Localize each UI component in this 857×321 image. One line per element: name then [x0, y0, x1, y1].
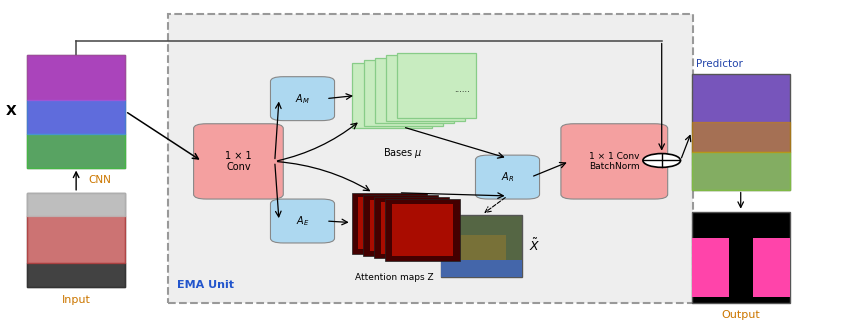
Text: Output: Output: [722, 310, 760, 320]
Bar: [374, 197, 449, 258]
Bar: [692, 238, 729, 297]
Circle shape: [643, 153, 680, 167]
Bar: [458, 235, 506, 260]
Bar: [27, 193, 125, 287]
FancyBboxPatch shape: [168, 14, 693, 303]
Bar: [27, 55, 125, 168]
Text: $A_E$: $A_E$: [296, 214, 309, 228]
Bar: [441, 260, 523, 277]
Text: CNN: CNN: [88, 175, 111, 185]
FancyBboxPatch shape: [375, 58, 454, 123]
FancyBboxPatch shape: [194, 124, 284, 199]
Text: 1 × 1
Conv: 1 × 1 Conv: [225, 151, 252, 172]
FancyBboxPatch shape: [352, 63, 432, 128]
Bar: [369, 200, 431, 251]
FancyBboxPatch shape: [271, 77, 334, 121]
Text: Predictor: Predictor: [696, 59, 743, 69]
Text: Attention maps Z: Attention maps Z: [355, 273, 434, 282]
Bar: [381, 202, 442, 254]
Bar: [692, 212, 790, 303]
Bar: [351, 193, 427, 254]
Text: X: X: [6, 104, 17, 118]
Bar: [358, 197, 420, 249]
Bar: [392, 204, 453, 256]
Text: $A_M$: $A_M$: [295, 92, 310, 106]
Text: EMA Unit: EMA Unit: [177, 281, 233, 291]
Text: Input: Input: [62, 295, 91, 305]
Text: 1 × 1 Conv
BatchNorm: 1 × 1 Conv BatchNorm: [589, 152, 639, 171]
Text: Bases $\mu$: Bases $\mu$: [383, 146, 423, 160]
Bar: [385, 199, 460, 261]
Text: ......: ......: [454, 85, 470, 94]
Bar: [692, 74, 790, 190]
Text: $A_R$: $A_R$: [500, 170, 514, 184]
FancyBboxPatch shape: [476, 155, 540, 199]
FancyBboxPatch shape: [271, 199, 334, 243]
Bar: [752, 238, 790, 297]
FancyBboxPatch shape: [397, 53, 476, 118]
Text: $\tilde{X}$: $\tilde{X}$: [530, 238, 541, 254]
Bar: [441, 215, 523, 277]
FancyBboxPatch shape: [363, 60, 443, 126]
FancyBboxPatch shape: [386, 55, 465, 121]
Bar: [363, 195, 438, 256]
FancyBboxPatch shape: [560, 124, 668, 199]
